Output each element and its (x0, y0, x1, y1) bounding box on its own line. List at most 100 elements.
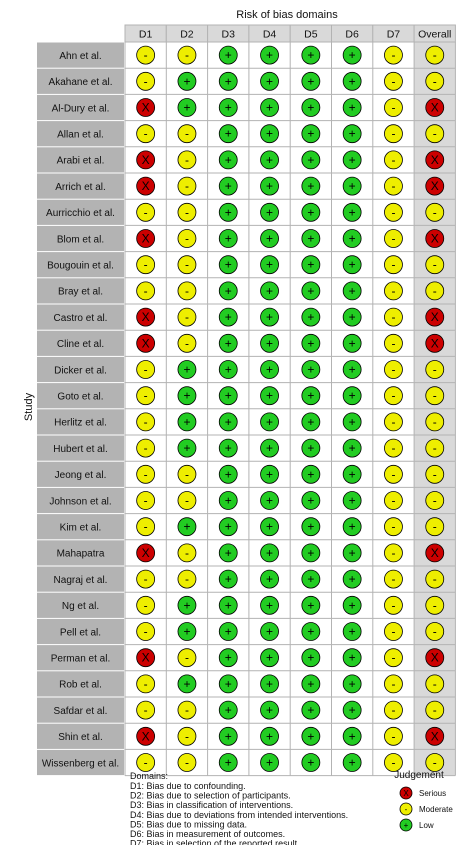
study-label-bg (37, 749, 124, 776)
judgement-symbol: - (391, 258, 395, 272)
judgement-marker (384, 622, 403, 641)
judgement-cell-overall: X (425, 333, 445, 353)
judgement-symbol: X (431, 101, 439, 115)
study-label-bg (37, 461, 124, 487)
judgement-marker (342, 360, 362, 379)
judgement-symbol: - (391, 336, 395, 350)
judgement-symbol: - (185, 651, 189, 665)
judgement-symbol: - (433, 205, 437, 219)
judgement-cell-d5: + (301, 386, 321, 406)
judgement-cell-d5: + (301, 543, 321, 563)
judgement-cell-d4: + (260, 202, 279, 222)
study-label-bg (37, 42, 124, 68)
judgement-cell-d7: - (384, 71, 403, 91)
judgement-symbol: - (391, 494, 395, 508)
study-label-bg (37, 278, 124, 304)
judgement-cell-d6: + (342, 438, 362, 458)
judgement-cell-d6: + (342, 98, 362, 117)
judgement-cell-d5: + (301, 71, 321, 91)
domain-description: D7: Bias in selection of the reported re… (130, 839, 300, 845)
study-label: Blom et al. (57, 234, 104, 245)
judgement-symbol: + (225, 48, 232, 62)
judgement-marker (425, 674, 445, 694)
judgement-cell-d3: + (218, 622, 238, 641)
judgement-cell-d7: - (384, 333, 403, 353)
judgement-marker (218, 569, 238, 589)
judgement-cell-d7: - (384, 98, 403, 117)
judgement-marker (384, 674, 403, 694)
judgement-cell-d4: + (260, 595, 279, 615)
study-label: Allan et al. (57, 130, 104, 141)
judgement-marker (260, 464, 279, 484)
judgement-symbol: + (307, 258, 314, 272)
judgement-cell-d7: - (384, 517, 403, 537)
judgement-cell-d6: + (342, 726, 362, 746)
judgement-marker (384, 255, 403, 275)
judgement-symbol: + (349, 494, 356, 508)
judgement-cell-d2: + (177, 360, 197, 379)
judgement-cell-d4: + (260, 360, 279, 379)
judgement-symbol: X (431, 651, 439, 665)
judgement-marker (301, 674, 321, 694)
judgement-marker (177, 124, 197, 144)
judgement-symbol: + (266, 258, 273, 272)
judgement-cell-d7: - (384, 674, 403, 694)
judgement-symbol: + (349, 572, 356, 586)
judgement-symbol: + (225, 520, 232, 534)
judgement-cell-d1: - (136, 45, 156, 65)
judgement-marker (425, 491, 445, 510)
study-label: Shin et al. (58, 732, 102, 743)
judgement-cell-d7: - (384, 124, 403, 144)
judgement-marker (384, 700, 403, 720)
judgement-symbol: + (183, 389, 190, 403)
judgement-symbol: + (349, 467, 356, 481)
judgement-marker (301, 753, 321, 772)
judgement-symbol: X (142, 179, 150, 193)
judgement-marker (301, 569, 321, 589)
judgement-marker (260, 150, 279, 170)
judgement-cell-d4: + (260, 229, 279, 248)
judgement-cell-d5: + (301, 464, 321, 484)
judgement-marker (177, 255, 197, 275)
judgement-marker (136, 333, 156, 353)
judgement-marker (260, 543, 279, 563)
judgement-cell-d3: + (218, 674, 238, 694)
judgement-symbol: X (431, 729, 439, 743)
judgement-marker (260, 202, 279, 222)
judgement-cell-d3: + (218, 464, 238, 484)
judgement-marker (342, 700, 362, 720)
judgement-symbol: + (349, 310, 356, 324)
judgement-cell-d5: + (301, 700, 321, 720)
judgement-symbol: + (307, 389, 314, 403)
judgement-cell-overall: X (425, 648, 445, 668)
judgement-symbol: + (225, 625, 232, 639)
judgement-marker (425, 281, 445, 301)
judgement-symbol: X (431, 546, 439, 560)
judgement-cell-d6: + (342, 595, 362, 615)
judgement-symbol: + (349, 756, 356, 770)
column-header-d3: D3 (222, 29, 236, 41)
judgement-marker (342, 543, 362, 563)
judgement-marker (136, 543, 156, 563)
judgement-cell-d3: + (218, 333, 238, 353)
judgement-cell-d6: + (342, 176, 362, 196)
judgement-cell-d6: + (342, 45, 362, 65)
judgement-symbol: + (349, 441, 356, 455)
judgement-marker (425, 333, 445, 353)
judgement-cell-d5: + (301, 491, 321, 510)
judgement-symbol: - (433, 625, 437, 639)
judgement-symbol: + (307, 336, 314, 350)
judgement-cell-d2: + (177, 386, 197, 406)
judgement-marker (177, 176, 197, 196)
judgement-symbol: + (266, 494, 273, 508)
judgement-cell-d1: - (136, 464, 156, 484)
judgement-cell-d3: + (218, 281, 238, 301)
judgement-cell-d7: - (384, 45, 403, 65)
judgement-cell-d2: - (177, 726, 197, 746)
judgement-cell-d3: + (218, 726, 238, 746)
judgement-symbol: + (183, 520, 190, 534)
judgement-marker (384, 124, 403, 144)
study-label: Castro et al. (54, 313, 108, 324)
judgement-symbol: - (433, 415, 437, 429)
judgement-symbol: + (225, 101, 232, 115)
